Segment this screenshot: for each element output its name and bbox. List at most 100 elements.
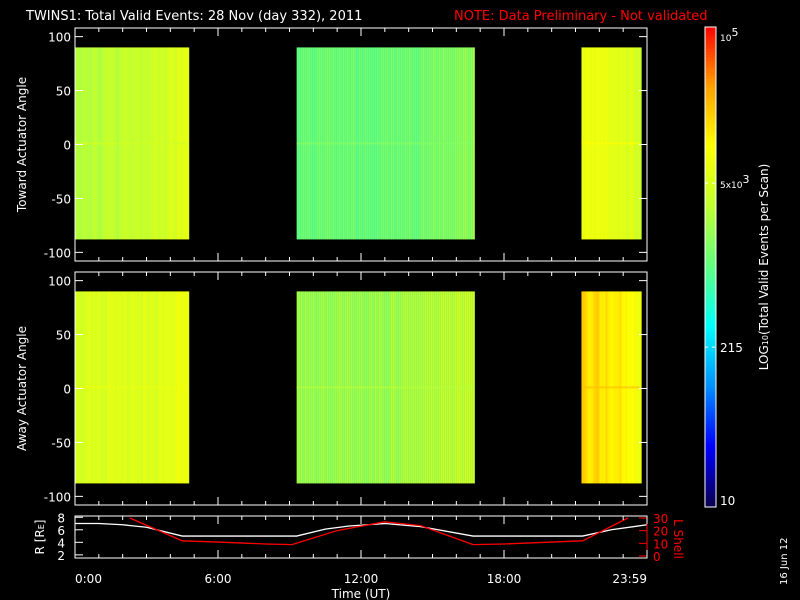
colorbar-swatch bbox=[705, 120, 716, 124]
colorbar-swatch bbox=[705, 99, 716, 103]
colorbar-swatch bbox=[705, 48, 716, 52]
colorbar-swatch bbox=[705, 162, 716, 166]
colorbar-swatch bbox=[705, 138, 716, 142]
colorbar-swatch bbox=[705, 114, 716, 118]
heatmap-column bbox=[472, 47, 475, 240]
y-tick-label: 0 bbox=[63, 139, 71, 153]
colorbar-swatch bbox=[705, 90, 716, 94]
colorbar-swatch bbox=[705, 30, 716, 34]
colorbar-swatch bbox=[705, 321, 716, 325]
radius-line bbox=[75, 522, 648, 537]
colorbar-swatch bbox=[705, 363, 716, 367]
colorbar-swatch bbox=[705, 294, 716, 298]
colorbar-swatch bbox=[705, 228, 716, 232]
y-tick-label: 100 bbox=[48, 275, 71, 289]
colorbar-swatch bbox=[705, 300, 716, 304]
colorbar-swatch bbox=[705, 156, 716, 160]
colorbar-swatch bbox=[705, 27, 716, 31]
colorbar-swatch bbox=[705, 39, 716, 43]
colorbar-swatch bbox=[705, 414, 716, 418]
colorbar-swatch bbox=[705, 426, 716, 430]
colorbar-swatch bbox=[705, 441, 716, 445]
colorbar-swatch bbox=[705, 180, 716, 184]
colorbar-swatch bbox=[705, 465, 716, 469]
colorbar-swatch bbox=[705, 387, 716, 391]
colorbar-swatch bbox=[705, 330, 716, 334]
colorbar-swatch bbox=[705, 501, 716, 505]
chart-title: TWINS1: Total Valid Events: 28 Nov (day … bbox=[25, 9, 362, 24]
colorbar-swatch bbox=[705, 96, 716, 100]
colorbar-swatch bbox=[705, 279, 716, 283]
colorbar-swatch bbox=[705, 357, 716, 361]
colorbar-swatch bbox=[705, 351, 716, 355]
colorbar-swatch bbox=[705, 315, 716, 319]
colorbar-swatch bbox=[705, 408, 716, 412]
y-tick-label: 100 bbox=[48, 31, 71, 45]
subscript: E bbox=[37, 524, 46, 529]
colorbar-swatch bbox=[705, 108, 716, 112]
colorbar-swatch bbox=[705, 327, 716, 331]
colorbar-swatch bbox=[705, 225, 716, 229]
colorbar-swatch bbox=[705, 372, 716, 376]
colorbar-swatch bbox=[705, 207, 716, 211]
colorbar-swatch bbox=[705, 243, 716, 247]
colorbar-swatch bbox=[705, 87, 716, 91]
colorbar-swatch bbox=[705, 105, 716, 109]
exponent: 3 bbox=[743, 173, 750, 186]
colorbar-swatch bbox=[705, 267, 716, 271]
heatmap-center-band bbox=[296, 142, 474, 145]
colorbar-swatch bbox=[705, 435, 716, 439]
y-tick-label: -50 bbox=[51, 192, 71, 206]
colorbar-swatch bbox=[705, 72, 716, 76]
x-axis-label: Time (UT) bbox=[331, 587, 391, 600]
y-right-tick-label: 20 bbox=[653, 525, 668, 539]
colorbar-swatch bbox=[705, 153, 716, 157]
colorbar-swatch bbox=[705, 495, 716, 499]
colorbar-swatch bbox=[705, 468, 716, 472]
colorbar-swatch bbox=[705, 198, 716, 202]
colorbar-swatch bbox=[705, 444, 716, 448]
colorbar-swatch bbox=[705, 246, 716, 250]
colorbar-swatch bbox=[705, 417, 716, 421]
colorbar-swatch bbox=[705, 282, 716, 286]
colorbar-swatch bbox=[705, 420, 716, 424]
colorbar-swatch bbox=[705, 360, 716, 364]
heatmap-column bbox=[472, 291, 475, 484]
toward-heatmap-panel: 100 50 0 -50 -100 Toward Actuator Angle bbox=[15, 27, 648, 262]
colorbar-swatch bbox=[705, 126, 716, 130]
colorbar-swatch bbox=[705, 93, 716, 97]
colorbar-swatch bbox=[705, 423, 716, 427]
colorbar-swatch bbox=[705, 66, 716, 70]
colorbar-swatch bbox=[705, 204, 716, 208]
colorbar-swatch bbox=[705, 129, 716, 133]
colorbar-swatch bbox=[705, 186, 716, 190]
y-tick-label: -100 bbox=[44, 246, 71, 260]
colorbar-swatch bbox=[705, 462, 716, 466]
colorbar-swatch bbox=[705, 222, 716, 226]
colorbar-swatch bbox=[705, 219, 716, 223]
colorbar-swatch bbox=[705, 342, 716, 346]
colorbar-swatch bbox=[705, 147, 716, 151]
colorbar-swatch bbox=[705, 54, 716, 58]
colorbar-swatch bbox=[705, 159, 716, 163]
heatmap-column bbox=[639, 47, 642, 240]
colorbar-swatch bbox=[705, 111, 716, 115]
x-tick-label: 12:00 bbox=[344, 572, 379, 586]
y-right-tick-label: 10 bbox=[653, 537, 668, 551]
colorbar-swatch bbox=[705, 75, 716, 79]
colorbar-swatch bbox=[705, 195, 716, 199]
colorbar-swatch bbox=[705, 483, 716, 487]
colorbar-swatch bbox=[705, 477, 716, 481]
colorbar-swatch bbox=[705, 384, 716, 388]
colorbar-swatch bbox=[705, 240, 716, 244]
y-right-tick-label: 30 bbox=[653, 512, 668, 526]
y-left-label: R [RE] bbox=[33, 520, 47, 555]
colorbar-swatch bbox=[705, 168, 716, 172]
colorbar-swatch bbox=[705, 78, 716, 82]
colorbar-swatch bbox=[705, 318, 716, 322]
colorbar-swatch bbox=[705, 303, 716, 307]
colorbar-swatch bbox=[705, 174, 716, 178]
colorbar-swatch bbox=[705, 276, 716, 280]
y-axis-label: Away Actuator Angle bbox=[15, 326, 29, 451]
colorbar-swatch bbox=[705, 249, 716, 253]
